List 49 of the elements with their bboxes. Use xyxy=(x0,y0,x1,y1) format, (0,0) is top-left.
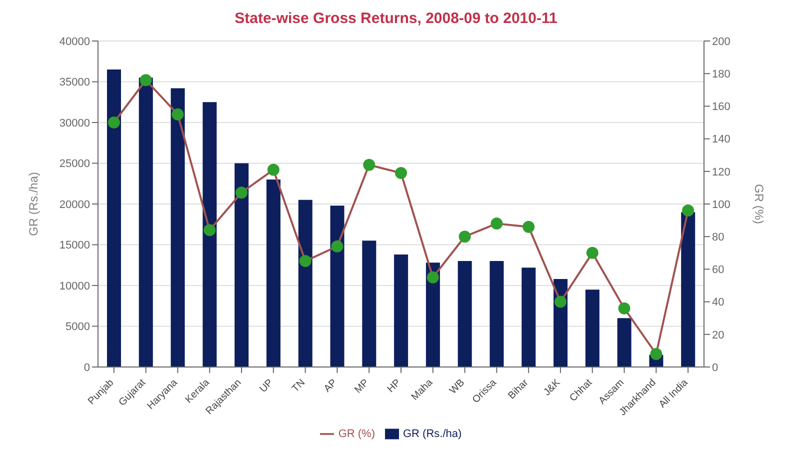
y2-tick-label: 140 xyxy=(712,134,730,146)
bar xyxy=(522,268,536,367)
x-tick-label: TN xyxy=(290,377,308,395)
y-axis-title: GR (Rs./ha) xyxy=(26,172,40,236)
y2-tick-label: 180 xyxy=(712,68,730,81)
bar xyxy=(107,70,121,367)
y2-axis-title: GR (%) xyxy=(752,184,766,224)
y-tick-label: 15000 xyxy=(59,240,90,252)
bar xyxy=(458,261,472,367)
x-tick-label: WB xyxy=(448,377,468,397)
bar xyxy=(617,318,632,367)
y2-tick-label: 20 xyxy=(712,329,724,342)
bar xyxy=(138,78,153,367)
bar xyxy=(394,254,408,367)
legend-label: GR (Rs./ha) xyxy=(402,428,462,440)
x-tick-label: AP xyxy=(322,377,340,395)
bar xyxy=(330,206,344,367)
bar xyxy=(298,200,312,367)
y2-tick-label: 160 xyxy=(712,101,730,114)
y-tick-label: 5000 xyxy=(66,321,90,334)
x-tick-label: HP xyxy=(386,377,404,395)
y-tick-label: 35000 xyxy=(59,76,90,89)
chart-title: State-wise Gross Returns, 2008-09 to 2010-11 xyxy=(234,10,558,27)
bar xyxy=(681,212,696,367)
y-tick-label: 40000 xyxy=(59,36,90,48)
y-tick-label: 25000 xyxy=(59,158,90,170)
legend-label: GR (%) xyxy=(338,428,375,440)
y2-tick-label: 40 xyxy=(712,296,724,309)
bar xyxy=(585,290,600,367)
y2-tick-label: 120 xyxy=(712,166,730,178)
bar xyxy=(234,163,249,367)
bar xyxy=(170,88,185,367)
y2-tick-label: 80 xyxy=(712,232,724,244)
bar xyxy=(266,180,280,367)
bar xyxy=(362,240,376,367)
y-tick-label: 30000 xyxy=(59,117,90,130)
y2-tick-label: 0 xyxy=(712,362,718,374)
y2-tick-label: 60 xyxy=(712,264,724,276)
y-tick-label: 0 xyxy=(84,362,90,374)
y2-tick-label: 200 xyxy=(712,36,730,48)
bar xyxy=(426,262,440,367)
x-tick-label: J&K xyxy=(542,377,563,398)
x-tick-label: MP xyxy=(352,377,372,396)
y-tick-label: 20000 xyxy=(59,198,90,211)
x-tick-label: UP xyxy=(258,377,276,395)
bar xyxy=(202,102,217,367)
y2-tick-label: 100 xyxy=(712,198,730,211)
bar xyxy=(490,261,504,367)
y-tick-label: 10000 xyxy=(59,280,90,292)
